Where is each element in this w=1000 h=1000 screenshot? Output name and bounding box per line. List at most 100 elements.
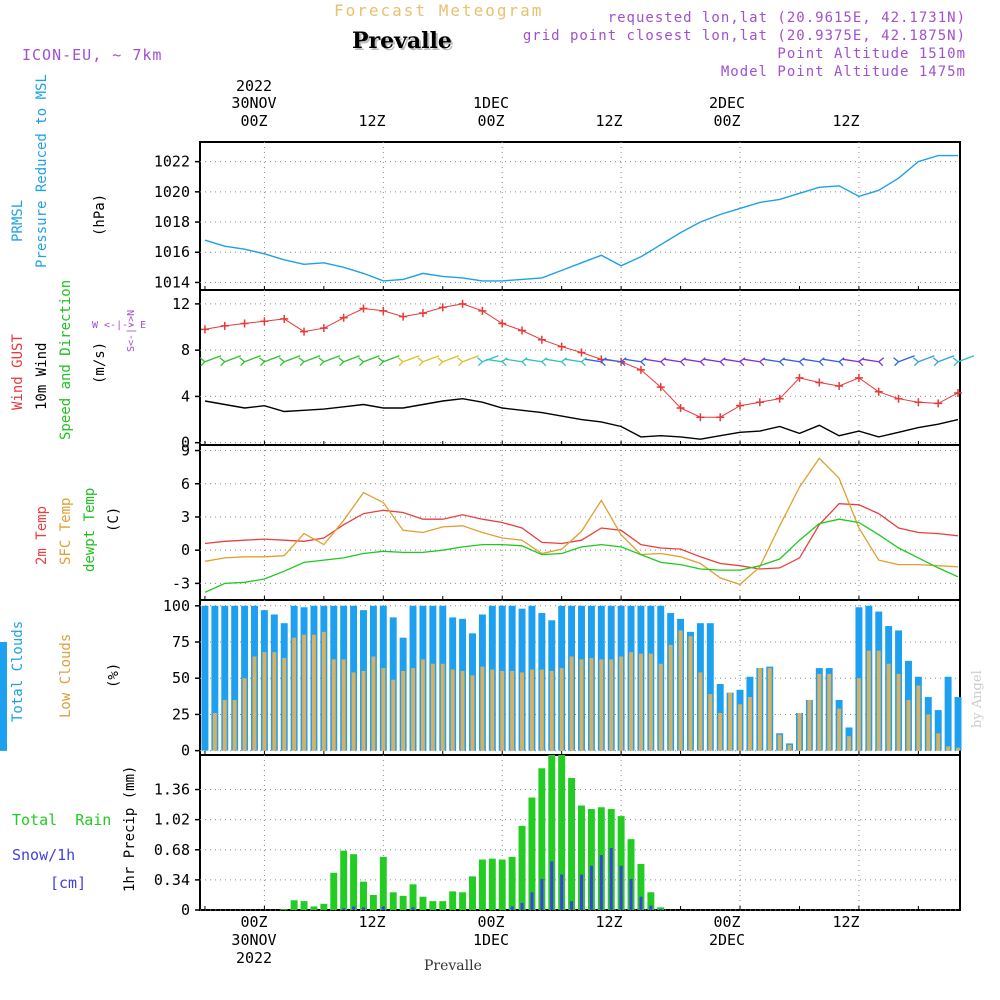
rain-bar: [409, 884, 417, 910]
top-hour-label-0: 00Z: [240, 112, 268, 130]
rain-bar: [429, 901, 437, 910]
panel-frame-1: [199, 141, 961, 291]
low-cloud-bar: [936, 733, 941, 751]
rain-bar: [488, 858, 496, 910]
wind-barb: [743, 358, 760, 363]
snow-bar: [361, 907, 365, 910]
rain-bar: [548, 755, 556, 910]
wind-barb: [244, 355, 261, 363]
low-cloud-bar: [747, 697, 752, 751]
rain-bar: [360, 881, 367, 910]
low-cloud-bar: [440, 663, 445, 751]
rain-label: Total Rain: [12, 811, 112, 829]
top-hour-label-36: 12Z: [595, 112, 623, 130]
gust-marker: [914, 398, 923, 407]
wind-barb-head: [501, 357, 508, 367]
low-cloud-bar: [589, 657, 594, 751]
wind-barb-head: [739, 357, 746, 367]
wind-barb: [684, 358, 701, 363]
ytick-label-1-4: 1022: [154, 153, 190, 171]
wind-barb: [723, 358, 741, 363]
low-cloud-bar: [361, 670, 366, 751]
snow-unit-label: [cm]: [50, 874, 87, 892]
low-cloud-bar: [738, 704, 742, 751]
wind-barb-head: [660, 357, 667, 367]
bottom-day-label-0: 30NOV: [231, 931, 277, 949]
top-hour-label-48: 00Z: [713, 112, 741, 130]
wind-barb-head: [858, 357, 865, 367]
low-cloud-bar: [708, 694, 713, 751]
snow-bar: [599, 855, 603, 910]
gust-marker: [339, 313, 348, 322]
wind-barb: [937, 355, 955, 363]
rain-bar: [627, 839, 635, 910]
total-cloud-bar: [0, 663, 7, 751]
ytick-label-1-1: 1016: [154, 243, 190, 261]
gust-marker: [359, 304, 368, 313]
rain-bar: [647, 892, 655, 910]
t2m-line: [204, 503, 959, 570]
wind-barb: [486, 358, 503, 363]
low-cloud-bar: [579, 659, 584, 751]
wind-barb: [763, 358, 780, 363]
bottom-year-label: 2022: [235, 949, 273, 967]
rain-bar: [498, 859, 506, 910]
gust-marker: [894, 394, 903, 403]
low-cloud-bar: [460, 670, 465, 751]
low-cloud-bar: [262, 652, 267, 751]
wind-barb-head: [640, 357, 647, 367]
wind-barb: [283, 355, 301, 363]
wind-barb: [442, 355, 459, 363]
snow-bar: [540, 879, 544, 910]
ytick-label-3-3: 6: [181, 475, 190, 493]
rain-bar: [399, 895, 407, 910]
rain-bar: [379, 856, 387, 910]
bottom-hour-label-60: 12Z: [832, 913, 860, 931]
model-label: ICON-EU, ~ 7km: [22, 46, 163, 64]
low-cloud-bar: [302, 634, 307, 751]
low-cloud-bar: [728, 692, 733, 751]
low-cloud-bar: [797, 712, 802, 751]
rain-bar: [478, 859, 486, 910]
rain-bar: [568, 778, 576, 910]
wind-barb-head: [338, 357, 345, 367]
low-cloud-bar: [341, 659, 346, 751]
rain-bar: [369, 894, 377, 910]
snow-bar: [570, 901, 574, 910]
low-cloud-bar: [381, 668, 386, 751]
ytick-label-3-1: 0: [181, 541, 190, 559]
wind-barb: [862, 358, 879, 363]
low-cloud-bar: [559, 668, 564, 751]
ytick-label-2-3: 12: [172, 295, 190, 313]
wind-barb-head: [278, 357, 285, 367]
wind-barb: [842, 358, 860, 363]
footer-location: Prevalle: [424, 958, 482, 974]
grid-point-coords: grid point closest lon,lat (20.9375E, 42…: [522, 28, 966, 44]
gust-marker: [200, 325, 209, 334]
wind-barb: [482, 355, 499, 363]
total-cloud-bar: [934, 710, 942, 751]
low-cloud-bar: [470, 675, 475, 751]
low-cloud-bar: [926, 714, 931, 751]
low-cloud-bar: [718, 712, 723, 751]
rain-bar: [538, 768, 546, 910]
wind-barb-head: [437, 357, 444, 367]
wind-speed-line: [204, 397, 959, 440]
ytick-label-4-2: 50: [172, 669, 190, 687]
snow-bar: [639, 896, 643, 910]
wind-barb-head: [298, 357, 305, 367]
total-cloud-bar: [954, 697, 962, 751]
wind-barb-head: [779, 357, 786, 367]
model-point-altitude: Model Point Altitude 1475m: [720, 64, 966, 80]
gust-marker: [716, 413, 725, 422]
low-cloud-bar: [480, 666, 485, 751]
top-hour-label-12: 12Z: [358, 112, 386, 130]
low-cloud-bar: [599, 659, 604, 751]
dewpt-line: [204, 518, 959, 593]
low-cloud-bar: [222, 699, 227, 751]
rain-bar: [469, 876, 476, 910]
wind-barb-head: [397, 357, 404, 367]
top-year-label: 2022: [235, 77, 273, 95]
total-cloud-bar: [211, 605, 219, 751]
compass-legend: W <-|-> E S<-|->N: [92, 290, 182, 360]
